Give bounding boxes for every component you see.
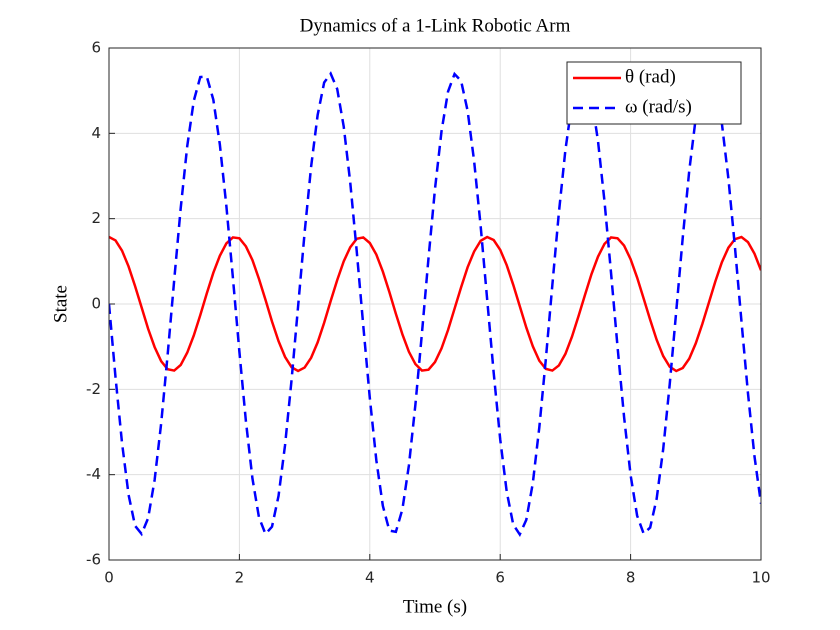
x-axis-label: Time (s) <box>403 596 467 617</box>
x-tick-label: 0 <box>104 569 114 587</box>
legend-label: ω (rad/s) <box>625 96 692 117</box>
x-tick-label: 10 <box>751 569 770 587</box>
x-tick-label: 4 <box>365 569 375 587</box>
y-tick-label: 0 <box>91 295 101 313</box>
legend-label: θ (rad) <box>625 66 676 87</box>
legend-box <box>566 61 742 125</box>
axes-box <box>108 47 762 561</box>
x-tick-label: 2 <box>235 569 245 587</box>
series-line <box>109 235 761 373</box>
x-tick-label: 6 <box>495 569 505 587</box>
y-tick-label: -2 <box>86 380 101 398</box>
y-tick-label: 2 <box>91 209 101 227</box>
y-axis-label: State <box>50 285 71 323</box>
y-tick-label: 6 <box>91 39 101 57</box>
x-tick-label: 8 <box>626 569 636 587</box>
y-tick-label: -6 <box>86 551 101 569</box>
y-tick-label: 4 <box>91 124 101 142</box>
chart-title: Dynamics of a 1-Link Robotic Arm <box>300 15 571 36</box>
y-tick-label: -4 <box>86 465 101 483</box>
series-line <box>109 70 761 537</box>
